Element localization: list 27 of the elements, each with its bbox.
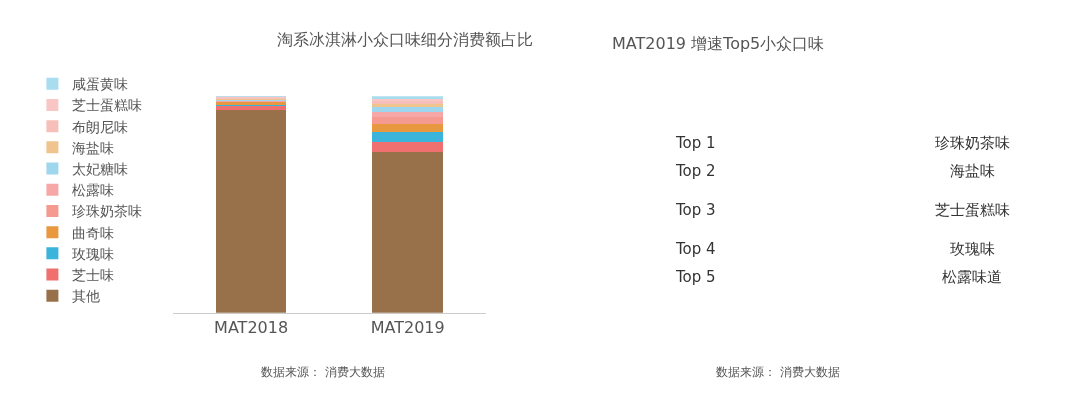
source-note: 数据来源： 消费大数据 xyxy=(716,365,840,379)
legend-label: 珍珠奶茶味 xyxy=(72,203,143,220)
text: 松露味道 xyxy=(942,268,1002,286)
legend-label: 其他 xyxy=(72,288,101,305)
legend-label: 咸蛋黄味 xyxy=(72,76,129,93)
text: MAT2019 增速Top5小众口味 xyxy=(612,34,825,53)
text: Top 2 xyxy=(675,162,716,180)
legend-label: 布朗尼味 xyxy=(72,118,129,135)
legend-label: 芝士蛋糕味 xyxy=(72,97,143,114)
legend-label: 玫瑰味 xyxy=(72,245,115,262)
text: Top 1 xyxy=(675,134,716,152)
text: 玫瑰味 xyxy=(950,240,995,258)
legend-label: 芝士味 xyxy=(72,267,115,284)
text: 珍珠奶茶味 xyxy=(935,134,1010,152)
chart-title: 淘系冰淇淋小众口味细分消费额占比 xyxy=(277,30,533,49)
legend-label: 松露味 xyxy=(72,182,115,199)
source-note: 数据来源： 消费大数据 xyxy=(261,365,385,379)
text: 芝士蛋糕味 xyxy=(935,201,1010,219)
x-tick-label: MAT2018 xyxy=(214,317,289,337)
x-tick-label: MAT2019 xyxy=(370,317,445,337)
legend-label: 曲奇味 xyxy=(72,224,115,241)
text: Top 4 xyxy=(675,240,716,258)
text: Top 3 xyxy=(675,201,716,219)
legend-label: 太妃糖味 xyxy=(72,161,129,178)
text: Top 5 xyxy=(675,268,716,286)
text: 海盐味 xyxy=(950,162,995,180)
legend-label: 海盐味 xyxy=(72,139,115,156)
